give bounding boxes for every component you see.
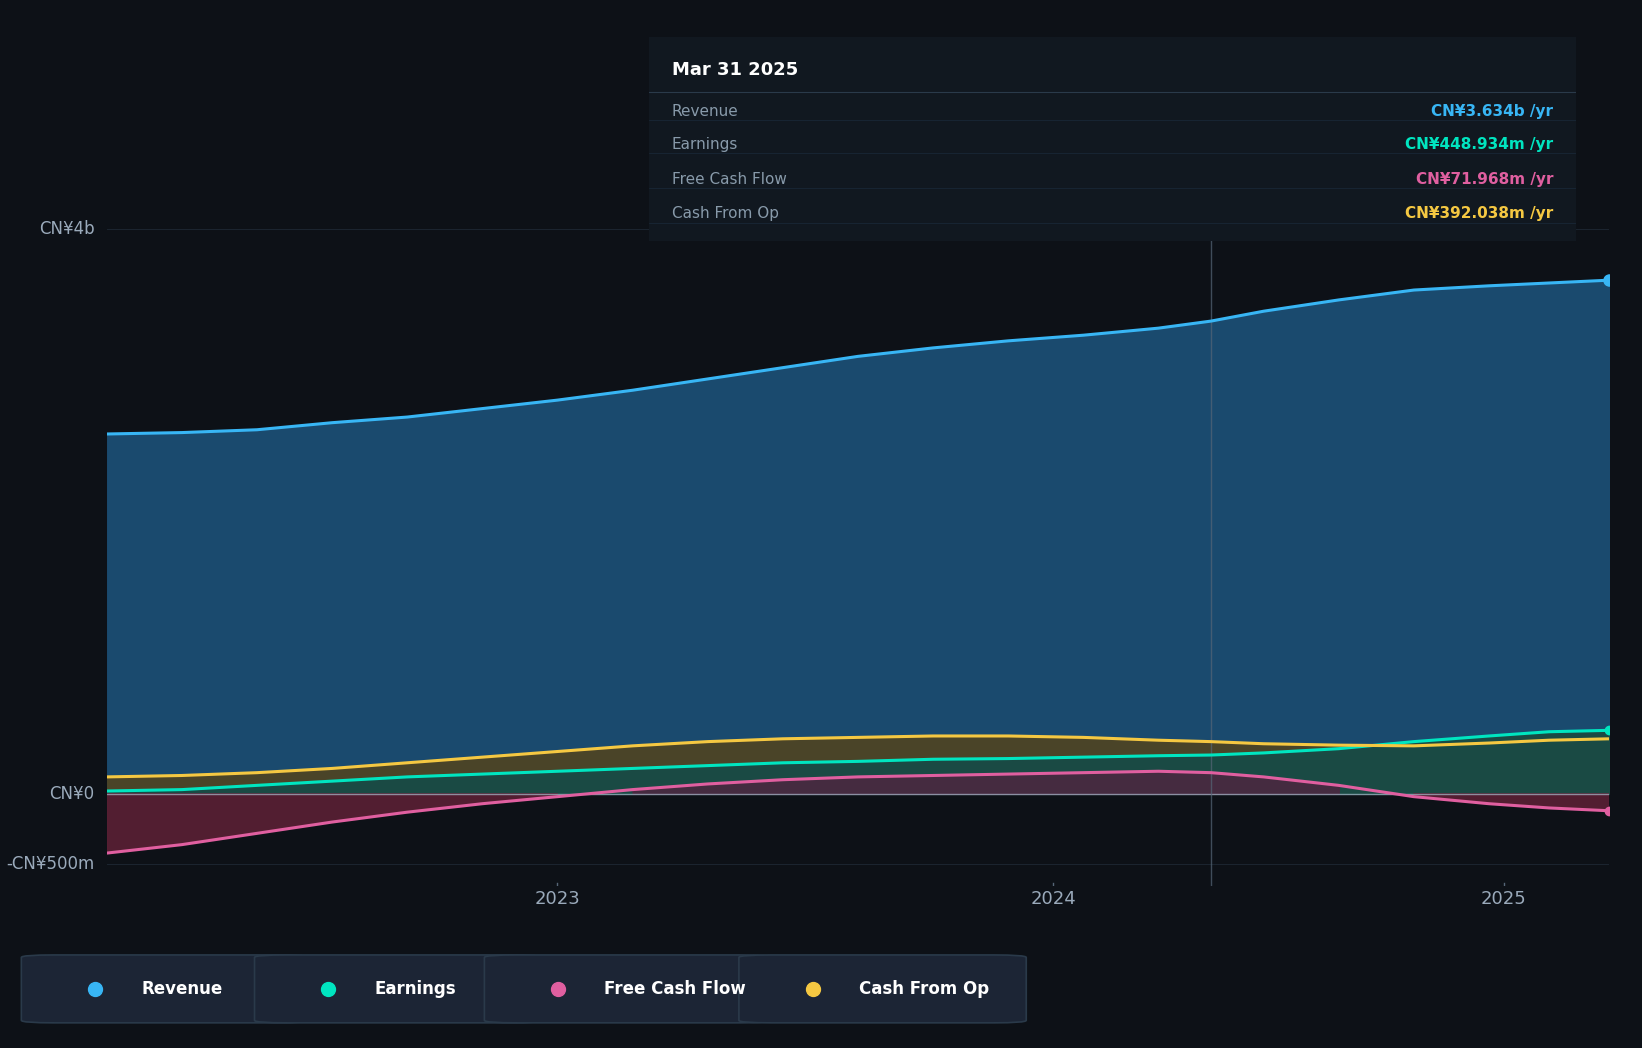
FancyBboxPatch shape (255, 955, 542, 1023)
Text: Cash From Op: Cash From Op (859, 980, 988, 998)
Text: CN¥448.934m /yr: CN¥448.934m /yr (1406, 137, 1553, 152)
Text: Free Cash Flow: Free Cash Flow (604, 980, 745, 998)
Text: Cash From Op: Cash From Op (672, 206, 778, 221)
FancyBboxPatch shape (739, 955, 1026, 1023)
Text: CN¥4b: CN¥4b (39, 220, 95, 238)
Text: Revenue: Revenue (141, 980, 222, 998)
Text: Revenue: Revenue (672, 104, 739, 119)
FancyBboxPatch shape (484, 955, 772, 1023)
Text: -CN¥500m: -CN¥500m (7, 855, 95, 873)
Text: Earnings: Earnings (672, 137, 739, 152)
Text: Earnings: Earnings (374, 980, 456, 998)
Text: CN¥3.634b /yr: CN¥3.634b /yr (1432, 104, 1553, 119)
Text: 2023: 2023 (535, 890, 580, 908)
Text: Mar 31 2025: Mar 31 2025 (672, 61, 798, 80)
Text: Free Cash Flow: Free Cash Flow (672, 172, 787, 187)
Text: 2025: 2025 (1481, 890, 1527, 908)
Text: Past: Past (1217, 180, 1250, 195)
Text: CN¥71.968m /yr: CN¥71.968m /yr (1415, 172, 1553, 187)
FancyBboxPatch shape (21, 955, 309, 1023)
Text: 2024: 2024 (1031, 890, 1076, 908)
Text: CN¥0: CN¥0 (49, 785, 95, 803)
Text: CN¥392.038m /yr: CN¥392.038m /yr (1406, 206, 1553, 221)
